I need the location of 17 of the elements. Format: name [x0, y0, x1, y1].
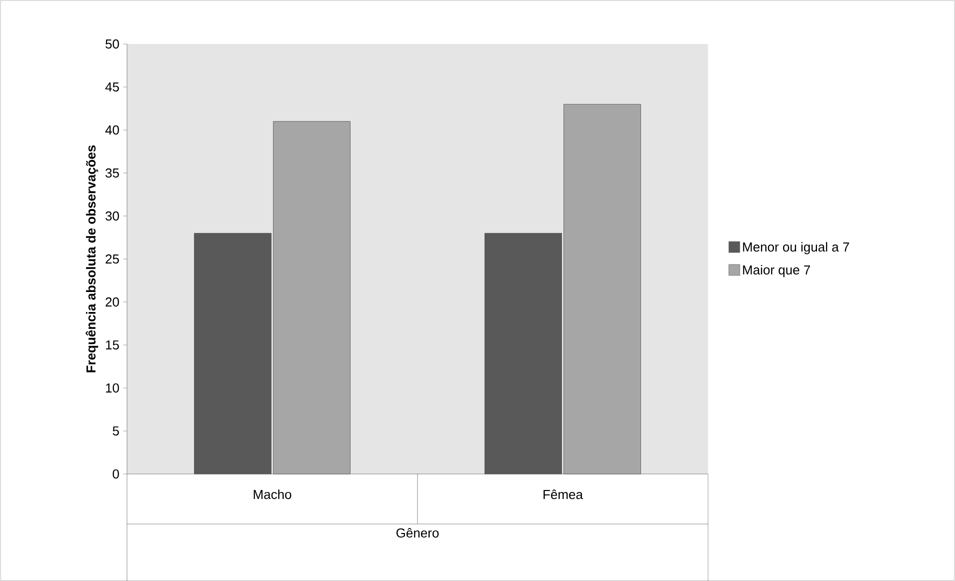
y-tick-label: 50 [106, 39, 119, 49]
y-tick-label: 10 [106, 383, 119, 392]
y-tick-label: 5 [112, 426, 119, 436]
y-axis-title: Frequência absoluta de observações [86, 145, 98, 372]
y-tick-label: 0 [112, 469, 119, 478]
y-tick-label: 20 [106, 297, 119, 306]
y-tick-label: 25 [106, 254, 119, 264]
y-tick-label: 30 [106, 211, 119, 221]
x-tick-label: Macho [254, 489, 292, 499]
x-tick-label: Fêmea [544, 489, 583, 500]
legend-label: Maior que 7 [743, 264, 810, 278]
y-tick-label: 35 [106, 168, 119, 178]
y-tick-label: 15 [106, 340, 119, 350]
y-tick-label: 45 [105, 82, 119, 92]
y-tick-label: 40 [105, 125, 119, 135]
legend-label: Menor ou igual a 7 [743, 242, 850, 254]
x-axis-title: Gênero [396, 528, 439, 538]
